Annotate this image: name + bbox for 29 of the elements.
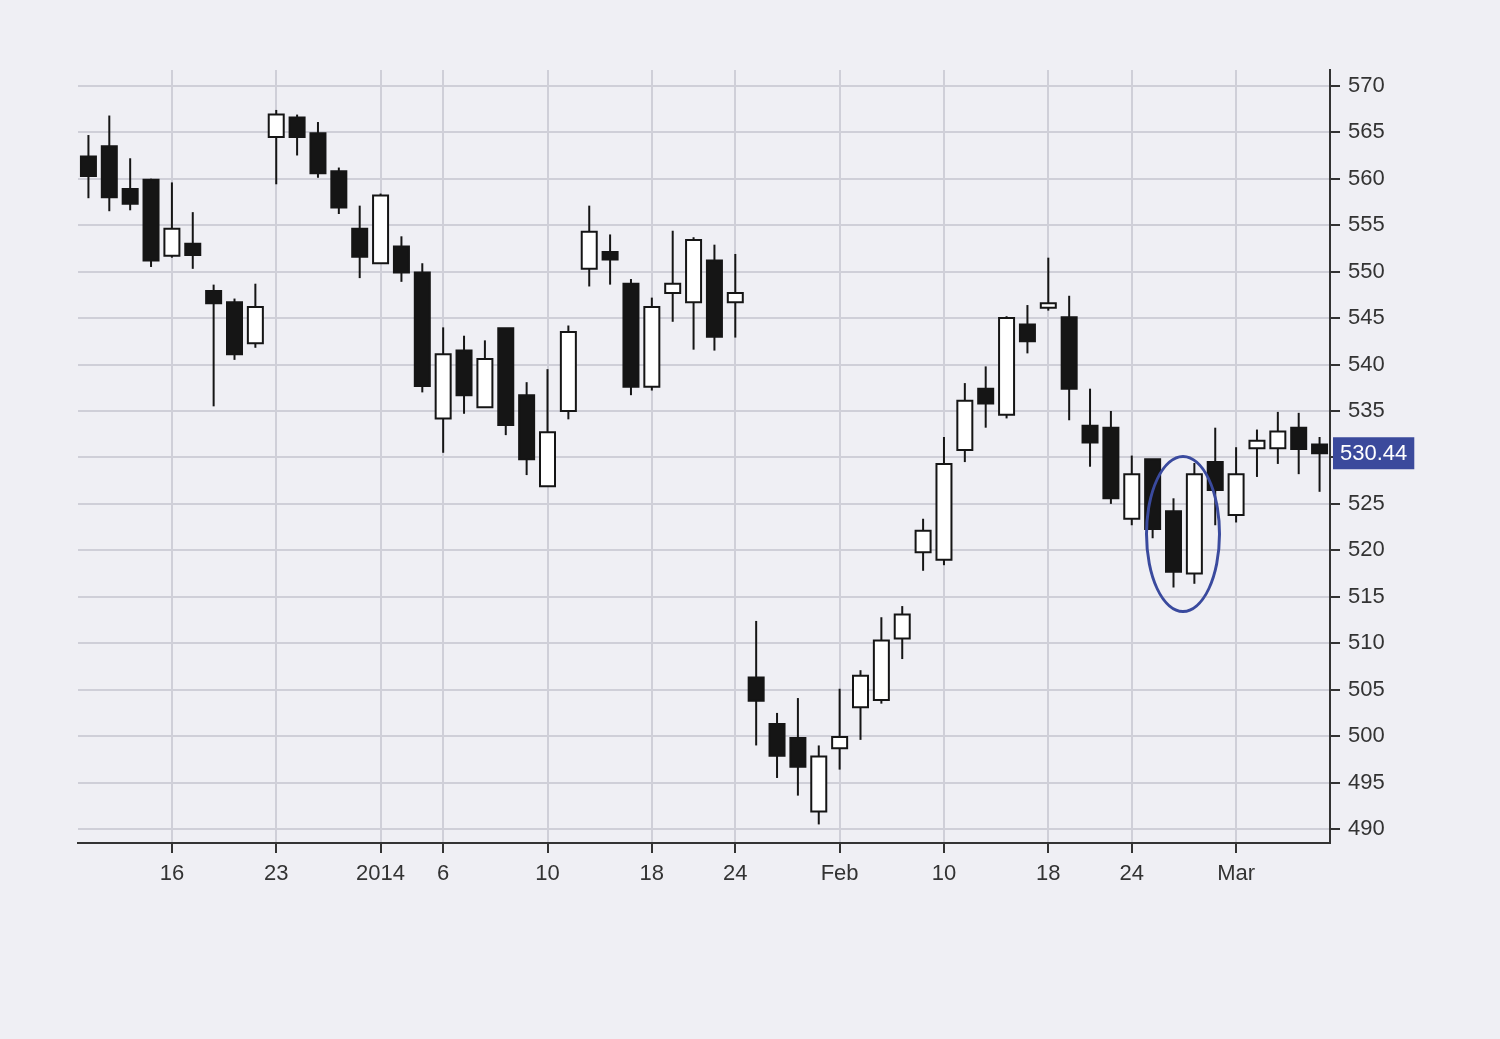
x-tick-label: 10 (535, 860, 560, 886)
x-tick-label: 6 (437, 860, 450, 886)
y-tick-label: 510 (1348, 629, 1385, 655)
y-tick-label: 545 (1348, 304, 1385, 330)
y-tick-label: 490 (1348, 815, 1385, 841)
x-tick-label: Feb (820, 860, 859, 886)
x-tick-label: 23 (263, 860, 289, 886)
y-tick-label: 505 (1348, 675, 1385, 701)
y-tick-label: 495 (1348, 768, 1385, 794)
x-tick-label: 18 (1036, 860, 1061, 886)
y-tick-label: 570 (1348, 71, 1385, 97)
y-tick-label: 515 (1348, 582, 1385, 608)
y-tick-label: 540 (1348, 350, 1385, 376)
x-tick-label: 18 (639, 860, 665, 886)
y-tick-label: 525 (1348, 489, 1385, 515)
x-tick-label: 10 (931, 860, 957, 886)
y-tick-label: 500 (1348, 722, 1385, 748)
y-tick-label: 560 (1348, 164, 1385, 190)
y-tick-label: 520 (1348, 536, 1385, 562)
x-tick-label: Mar (1217, 860, 1256, 886)
text: 530.44 (1340, 440, 1408, 466)
x-tick-label: 16 (159, 860, 185, 886)
y-tick-label: 555 (1348, 211, 1385, 237)
y-tick-label: 565 (1348, 118, 1385, 144)
x-tick-label: 24 (723, 860, 748, 886)
y-tick-label: 550 (1348, 257, 1385, 283)
x-tick-label: 2014 (356, 860, 406, 886)
x-tick-label: 24 (1119, 860, 1145, 886)
y-tick-label: 535 (1348, 397, 1385, 423)
